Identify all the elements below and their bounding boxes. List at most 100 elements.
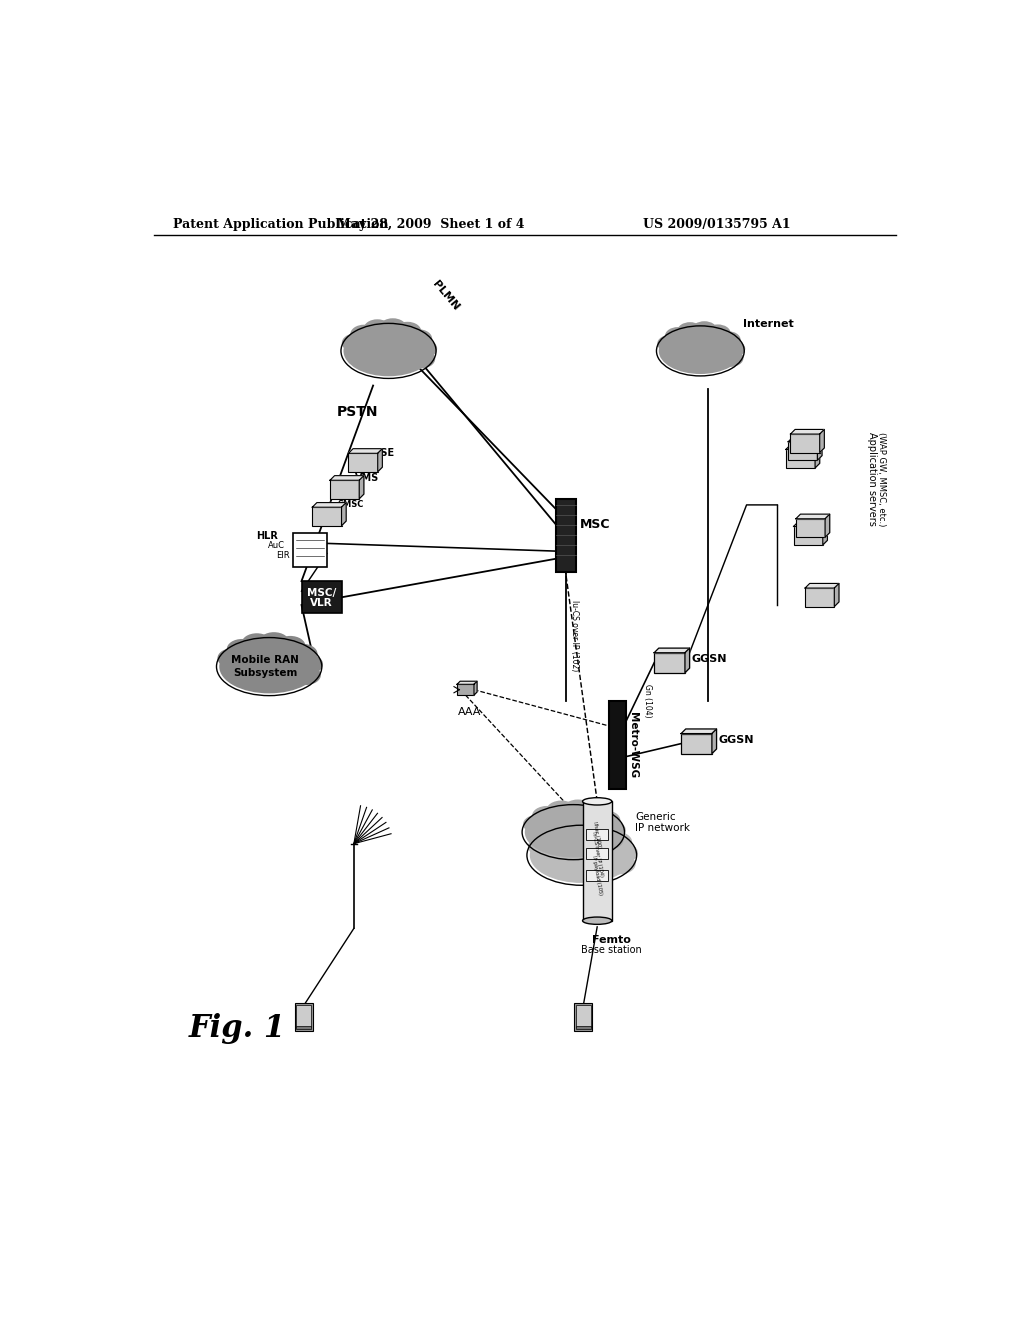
Ellipse shape <box>677 322 702 339</box>
Polygon shape <box>788 437 822 442</box>
Text: Base station: Base station <box>581 945 641 956</box>
Bar <box>296 1006 311 1027</box>
Ellipse shape <box>600 832 632 853</box>
Text: Fig. 1: Fig. 1 <box>188 1014 286 1044</box>
Polygon shape <box>312 503 346 507</box>
Polygon shape <box>348 449 382 453</box>
Polygon shape <box>457 681 477 684</box>
Ellipse shape <box>379 318 407 338</box>
Bar <box>788 442 817 461</box>
Text: VLR: VLR <box>310 598 333 609</box>
Text: IPsec (100): IPsec (100) <box>592 821 602 849</box>
Ellipse shape <box>242 634 272 653</box>
Ellipse shape <box>404 329 432 348</box>
Text: Generic: Generic <box>635 812 676 822</box>
Ellipse shape <box>658 327 742 374</box>
Ellipse shape <box>665 327 690 345</box>
Ellipse shape <box>591 810 621 829</box>
Ellipse shape <box>606 842 638 863</box>
Bar <box>574 1003 592 1031</box>
Bar <box>587 870 608 880</box>
Ellipse shape <box>529 828 634 883</box>
Bar <box>556 499 575 573</box>
Text: Subsystem: Subsystem <box>233 668 298 677</box>
Text: Gn (104): Gn (104) <box>643 685 651 718</box>
Bar <box>312 507 342 525</box>
Ellipse shape <box>219 640 319 693</box>
Text: MSC/: MSC/ <box>307 587 336 598</box>
Polygon shape <box>330 475 364 480</box>
Text: GGSN: GGSN <box>691 653 727 664</box>
Polygon shape <box>805 583 839 589</box>
Ellipse shape <box>691 321 717 338</box>
Ellipse shape <box>720 341 745 358</box>
Polygon shape <box>835 583 839 607</box>
Polygon shape <box>791 429 824 434</box>
Ellipse shape <box>364 319 391 338</box>
Text: PSTN: PSTN <box>337 405 379 418</box>
Bar <box>791 434 819 453</box>
Polygon shape <box>819 429 824 453</box>
Bar <box>295 1003 312 1031</box>
Ellipse shape <box>217 648 248 668</box>
Ellipse shape <box>408 350 435 368</box>
Text: US 2009/0135795 A1: US 2009/0135795 A1 <box>643 218 791 231</box>
Bar <box>330 480 359 499</box>
Bar <box>348 453 378 471</box>
Text: Femto: Femto <box>592 935 631 945</box>
Bar <box>654 653 685 673</box>
Bar <box>805 589 835 607</box>
Ellipse shape <box>715 331 740 348</box>
Polygon shape <box>796 515 829 519</box>
Text: AuC: AuC <box>267 541 285 550</box>
Ellipse shape <box>583 917 611 924</box>
Ellipse shape <box>583 797 611 805</box>
Ellipse shape <box>563 800 593 818</box>
Bar <box>301 581 342 614</box>
Polygon shape <box>794 521 827 527</box>
Polygon shape <box>681 729 717 734</box>
Bar <box>457 684 474 696</box>
Text: PLMN: PLMN <box>431 279 461 313</box>
Ellipse shape <box>291 665 321 685</box>
Text: MSC: MSC <box>580 517 610 531</box>
Polygon shape <box>685 648 689 673</box>
Polygon shape <box>815 445 819 469</box>
Ellipse shape <box>588 824 620 845</box>
Polygon shape <box>712 729 717 754</box>
Ellipse shape <box>259 632 289 652</box>
Ellipse shape <box>287 644 317 664</box>
Ellipse shape <box>538 826 569 847</box>
Text: HLR: HLR <box>257 531 279 541</box>
Polygon shape <box>342 503 346 525</box>
Ellipse shape <box>227 639 257 659</box>
Text: CSE: CSE <box>374 447 395 458</box>
Polygon shape <box>817 437 822 461</box>
Ellipse shape <box>275 636 305 656</box>
Bar <box>794 527 823 545</box>
Ellipse shape <box>718 350 743 367</box>
Text: In-CS over IP (104): In-CS over IP (104) <box>591 830 603 876</box>
Text: IP payload (105): IP payload (105) <box>591 855 603 895</box>
Text: SMSC: SMSC <box>337 500 364 510</box>
Text: (WAP GW, MMSC, etc.): (WAP GW, MMSC, etc.) <box>877 432 886 527</box>
Bar <box>575 1006 591 1027</box>
Text: Mobile RAN: Mobile RAN <box>231 656 299 665</box>
Polygon shape <box>378 449 382 471</box>
Text: VMS: VMS <box>355 473 380 483</box>
Bar <box>583 801 611 921</box>
Text: lu-CS over IP (102): lu-CS over IP (102) <box>570 601 580 672</box>
Polygon shape <box>474 681 477 696</box>
Ellipse shape <box>657 335 683 352</box>
Polygon shape <box>823 521 827 545</box>
Ellipse shape <box>410 339 437 358</box>
Ellipse shape <box>523 814 553 834</box>
Polygon shape <box>825 515 829 537</box>
Text: Patent Application Publication: Patent Application Publication <box>173 218 388 231</box>
Ellipse shape <box>553 821 585 842</box>
Ellipse shape <box>524 807 622 858</box>
Text: Application servers: Application servers <box>867 432 878 525</box>
Bar <box>293 533 327 566</box>
Ellipse shape <box>528 836 560 857</box>
Text: AAA: AAA <box>458 706 481 717</box>
